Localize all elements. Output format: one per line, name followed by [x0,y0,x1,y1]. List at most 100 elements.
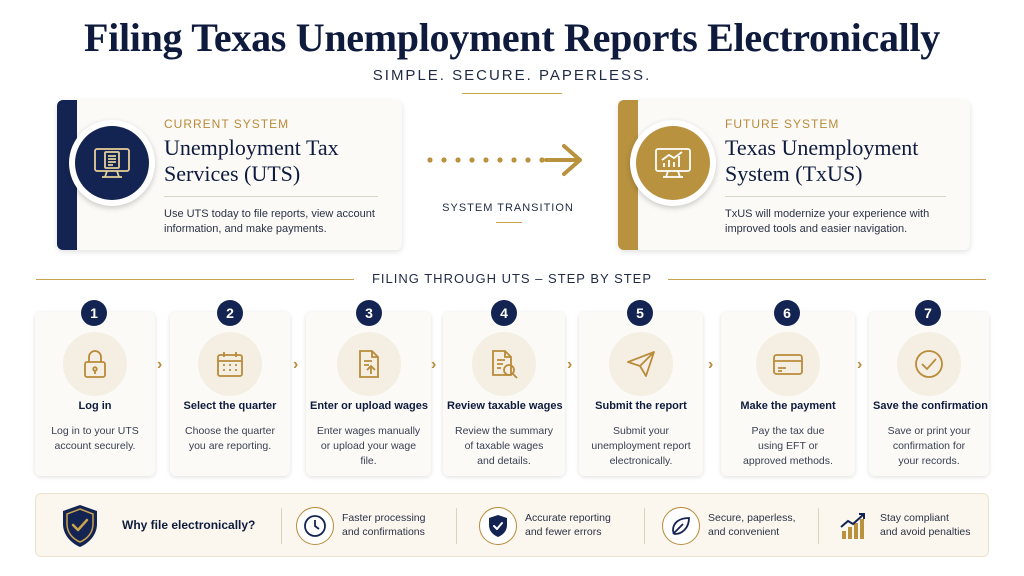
chevron-right-icon: › [157,356,163,373]
benefit-icon-badge [479,507,517,545]
benefit-line: Accurate reporting [525,512,611,524]
future-system-name-line1: Texas Unemployment [725,135,919,160]
benefit-line: and confirmations [342,526,425,538]
why-file-electronically-bar: Why file electronically? Faster processi… [35,493,989,557]
section-divider-right [668,279,986,280]
benefit-text: Secure, paperless, and convenient [708,511,796,539]
chevron-right-icon: › [857,356,863,373]
card-accent-bar [57,100,77,250]
step-icon-badge [609,332,673,396]
paper-plane-icon [627,351,655,377]
desc-line: using EFT or [758,440,818,452]
benefit-line: Faster processing [342,512,426,524]
step-number-2: 2 [217,300,243,326]
step-number-4: 4 [491,300,517,326]
benefit-icon-badge [662,507,700,545]
benefit-line: Stay compliant [880,512,949,524]
future-system-card: FUTURE SYSTEM Texas Unemployment System … [618,100,970,250]
step-icon-badge [198,332,262,396]
chevron-right-icon: › [567,356,573,373]
desc-line: improved tools and easier navigation. [725,223,908,235]
future-system-description: TxUS will modernize your experience with… [725,207,954,237]
step-description: Choose the quarter you are reporting. [180,424,280,454]
desc-line: or upload your wage [320,440,417,452]
step-description: Enter wages manually or upload your wage… [316,424,421,469]
step-icon-badge [472,332,536,396]
transition-divider [496,222,522,223]
step-description: Review the summary of taxable wages and … [453,424,555,469]
desc-line: Submit your [612,425,670,437]
benefit-line: and avoid penalties [880,526,971,538]
section-divider-left [36,279,354,280]
desc-line: Enter wages manually [316,425,421,437]
divider [818,508,819,544]
benefit-stay-compliant: Stay compliant and avoid penalties [834,494,984,558]
benefit-text: Faster processing and confirmations [342,511,425,539]
current-system-name-line2: Services (UTS) [164,161,301,186]
step-title: Log in [78,400,112,412]
step-title: Enter or upload wages [310,400,428,412]
step-title: Save the confirmation [873,400,988,412]
shield-check-icon [63,505,97,547]
step-number-3: 3 [356,300,382,326]
step-number-5: 5 [627,300,653,326]
transition-arrow-icon [427,144,582,176]
benefit-line: and convenient [708,526,780,538]
step-icon-badge [756,332,820,396]
desc-line: account securely. [54,440,136,452]
shield-check-icon [489,515,507,537]
why-label: Why file electronically? [122,518,256,532]
credit-card-icon [773,354,803,375]
future-system-name-line2: System (TxUS) [725,161,863,186]
step-card-2: Select the quarter Choose the quarter yo… [170,312,290,476]
step-icon-badge [336,332,401,396]
benefit-line: and fewer errors [525,526,602,538]
current-system-card: CURRENT SYSTEM Unemployment Tax Services… [57,100,402,250]
divider [456,508,457,544]
step-card-1: Log in Log in to your UTS account secure… [35,312,155,476]
desc-line: electronically. [609,455,673,467]
growth-chart-icon [840,513,865,539]
desc-line: your records. [898,455,960,467]
benefit-icon-badge [296,507,334,545]
clock-icon [304,515,326,537]
step-description: Submit your unemployment report electron… [589,424,693,469]
page-subtitle: SIMPLE. SECURE. PAPERLESS. [372,67,652,84]
step-number-6: 6 [774,300,800,326]
desc-line: you are reporting. [188,440,272,452]
steps-section-title: FILING THROUGH UTS – STEP BY STEP [371,271,653,286]
desc-line: information, and make payments. [164,223,327,235]
step-number-7: 7 [915,300,941,326]
step-title: Review taxable wages [447,400,563,412]
card-divider [725,196,946,197]
check-circle-icon [915,350,943,378]
current-system-name-line1: Unemployment Tax [164,135,339,160]
benefit-text: Stay compliant and avoid penalties [880,511,971,539]
calendar-icon [217,352,243,377]
step-title: Submit the report [595,400,687,412]
divider [644,508,645,544]
step-card-3: Enter or upload wages Enter wages manual… [306,312,431,476]
upload-document-icon [358,350,379,378]
desc-line: approved methods. [743,455,833,467]
chevron-right-icon: › [708,356,714,373]
future-system-eyebrow: FUTURE SYSTEM [725,117,840,131]
card-accent-bar [618,100,638,250]
benefit-text: Accurate reporting and fewer errors [525,511,611,539]
page-title: Filing Texas Unemployment Reports Electr… [84,15,940,60]
step-card-7: Save the confirmation Save or print your… [869,312,989,476]
step-description: Save or print your confirmation for your… [879,424,979,469]
desc-line: and details. [477,455,531,467]
future-system-name: Texas Unemployment System (TxUS) [725,135,918,187]
benefit-secure-paperless: Secure, paperless, and convenient [662,494,827,558]
step-icon-badge [63,332,127,396]
card-divider [164,196,378,197]
current-system-name: Unemployment Tax Services (UTS) [164,135,339,187]
leaf-icon [672,517,690,535]
step-title: Select the quarter [183,400,277,412]
subtitle-divider [462,93,562,94]
monitor-document-icon [94,148,130,178]
benefit-accurate-reporting: Accurate reporting and fewer errors [479,494,649,558]
step-description: Log in to your UTS account securely. [45,424,145,454]
desc-line: Choose the quarter [185,425,275,437]
